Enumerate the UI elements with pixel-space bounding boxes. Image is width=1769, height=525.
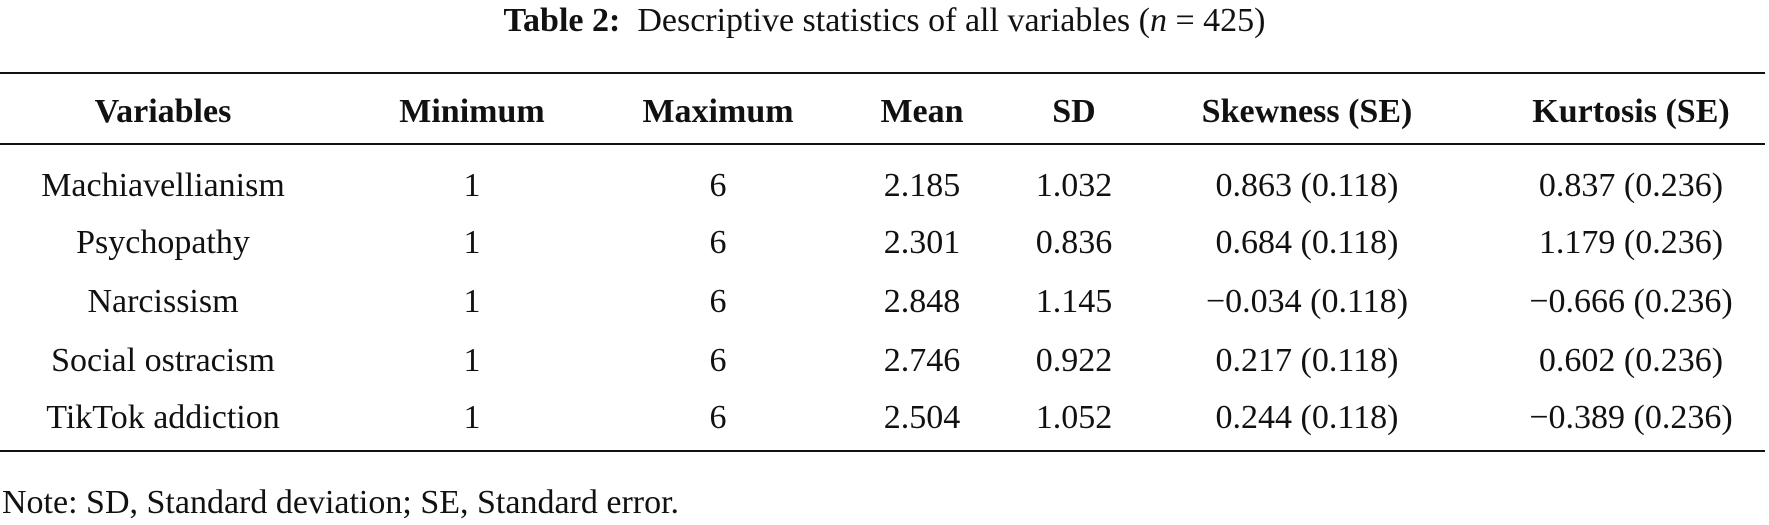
table-cell: 6	[709, 283, 727, 320]
table-cell: 2.185	[883, 167, 961, 204]
header-cell: Mean	[880, 93, 964, 130]
header-rule	[0, 143, 1765, 145]
caption-label: Table 2:	[503, 2, 621, 39]
table-cell: 0.217 (0.118)	[1215, 342, 1399, 379]
table-cell: 0.863 (0.118)	[1215, 167, 1399, 204]
table-cell: −0.666 (0.236)	[1529, 283, 1733, 320]
table-cell: 0.837 (0.236)	[1538, 167, 1724, 204]
table-cell: 6	[709, 342, 727, 379]
table-cell: 6	[709, 224, 727, 261]
table-cell: 0.244 (0.118)	[1215, 399, 1399, 436]
table-cell: Social ostracism	[51, 342, 275, 379]
table-cell: TikTok addiction	[46, 399, 280, 436]
table-cell: 0.684 (0.118)	[1215, 224, 1399, 261]
top-rule	[0, 72, 1765, 74]
caption: Table 2: Descriptive statistics of all v…	[0, 2, 1769, 40]
note: Note: SD, Standard deviation; SE, Standa…	[2, 484, 680, 521]
table-cell: −0.389 (0.236)	[1529, 399, 1733, 436]
caption-text: Descriptive statistics of all variables …	[637, 2, 1150, 39]
table-cell: 1.052	[1035, 399, 1113, 436]
table-cell: 1	[463, 342, 481, 379]
table-cell: 1	[463, 399, 481, 436]
header-cell: Minimum	[399, 93, 545, 130]
header-cell: Variables	[94, 93, 232, 130]
table-cell: 1.145	[1035, 283, 1113, 320]
table-cell: 1.032	[1035, 167, 1113, 204]
table-cell: −0.034 (0.118)	[1205, 283, 1409, 320]
table-cell: 0.602 (0.236)	[1538, 342, 1724, 379]
header-cell: SD	[1052, 93, 1096, 130]
table-cell: 1	[463, 167, 481, 204]
header-cell: Kurtosis (SE)	[1532, 93, 1730, 130]
table-cell: Narcissism	[87, 283, 239, 320]
table-cell: 1	[463, 224, 481, 261]
bottom-rule	[0, 450, 1765, 452]
table-cell: 0.836	[1035, 224, 1113, 261]
table-cell: 0.922	[1035, 342, 1113, 379]
table-cell: Machiavellianism	[41, 167, 285, 204]
table-cell: 6	[709, 399, 727, 436]
table-cell: 1.179 (0.236)	[1538, 224, 1724, 261]
caption-end: = 425)	[1175, 2, 1266, 39]
table-cell: Psychopathy	[76, 224, 250, 261]
table-cell: 2.301	[883, 224, 961, 261]
caption-variable: n	[1150, 2, 1167, 39]
table-cell: 2.848	[883, 283, 961, 320]
table-cell: 2.746	[883, 342, 961, 379]
header-cell: Skewness (SE)	[1201, 93, 1413, 130]
header-cell: Maximum	[642, 93, 794, 130]
table-cell: 1	[463, 283, 481, 320]
table-cell: 2.504	[883, 399, 961, 436]
table-cell: 6	[709, 167, 727, 204]
